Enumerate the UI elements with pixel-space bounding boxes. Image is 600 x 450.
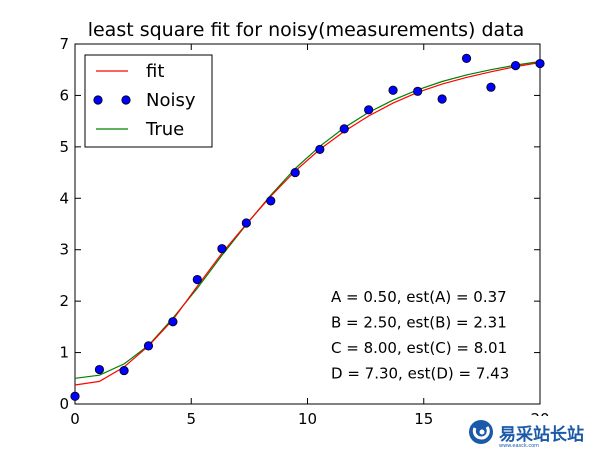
x-tick-label: 15 [414, 410, 433, 428]
data-point [461, 53, 472, 64]
y-tick-label: 1 [59, 344, 69, 362]
axis-ticks: 0510152001234567 [59, 35, 549, 428]
y-tick-label: 6 [59, 86, 69, 104]
y-tick-label: 4 [59, 189, 69, 207]
series-fit [74, 61, 541, 386]
data-point [535, 58, 545, 69]
y-tick-label: 0 [59, 395, 69, 413]
data-point [510, 60, 521, 71]
data-point [192, 274, 202, 285]
watermark-subtext: www.easck.com [499, 443, 539, 449]
data-point [388, 85, 398, 95]
chart-title: least square fit for noisy(measurements)… [88, 19, 525, 41]
data-point [94, 364, 105, 375]
legend: fit Noisy True [84, 54, 213, 148]
data-point [217, 244, 227, 254]
data-point [486, 82, 496, 92]
data-point [364, 105, 374, 115]
annotation-text: B = 2.50, est(B) = 2.31 [331, 314, 507, 332]
legend-swatch [121, 95, 131, 105]
legend-item-noisy: Noisy [93, 90, 196, 111]
watermark-logo: 易采站长站 www.easck.com [466, 416, 600, 450]
data-point [315, 144, 325, 155]
legend-label: True [145, 119, 184, 140]
y-tick-label: 3 [59, 241, 69, 259]
data-point [119, 365, 129, 376]
data-point [413, 86, 423, 96]
y-tick-label: 5 [59, 138, 69, 156]
annotation-text: C = 8.00, est(C) = 8.01 [331, 339, 507, 357]
data-point [290, 167, 300, 178]
series-noisy [70, 53, 545, 401]
annotation-text: D = 7.30, est(D) = 7.43 [331, 365, 509, 383]
legend-label: fit [146, 61, 164, 82]
x-tick-label: 10 [298, 410, 317, 428]
parameter-annotations: A = 0.50, est(A) = 0.37 B = 2.50, est(B) … [331, 288, 509, 383]
data-point [241, 218, 251, 228]
y-tick-label: 2 [59, 292, 69, 310]
data-point [143, 341, 154, 351]
data-point [437, 94, 447, 104]
series-line-fit [74, 61, 541, 386]
legend-label: Noisy [146, 90, 196, 111]
data-point [168, 317, 178, 327]
annotation-text: A = 0.50, est(A) = 0.37 [331, 288, 507, 306]
data-point [70, 391, 80, 401]
data-point [266, 196, 276, 206]
x-tick-label: 0 [70, 410, 80, 428]
watermark-text: 易采站长站 [499, 424, 584, 445]
legend-item-true: True [96, 119, 184, 140]
legend-swatch [93, 95, 103, 105]
legend-item-fit: fit [96, 61, 164, 82]
series-layer [70, 53, 545, 401]
legend-box [84, 54, 213, 148]
y-tick-label: 7 [59, 35, 69, 53]
data-point [339, 124, 349, 134]
x-tick-label: 5 [186, 410, 196, 428]
